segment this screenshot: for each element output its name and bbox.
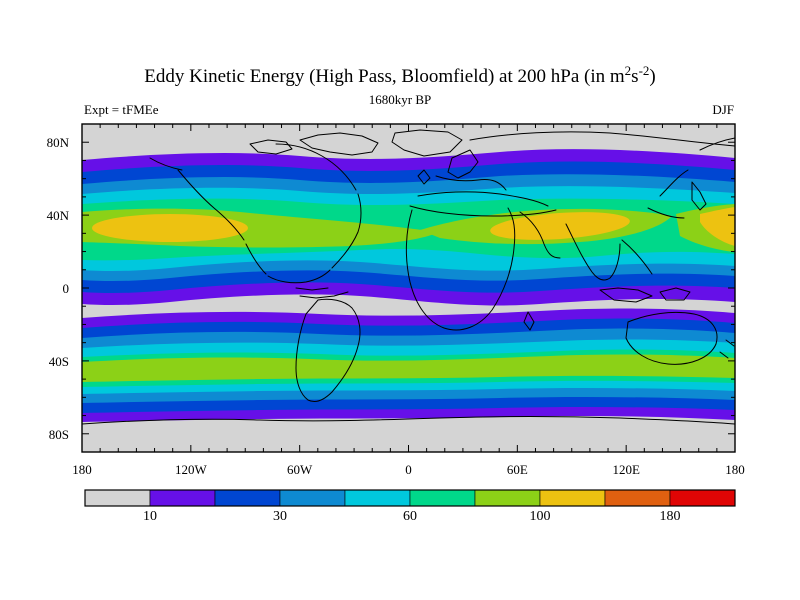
y-tick-label: 40N [47,208,70,223]
colorbar-segment-gray-below-10 [84,489,151,507]
contour-band-100-140-pacific [92,214,248,242]
x-tick-label: 180 [72,462,92,477]
axis-ticks [81,123,736,453]
colorbar-segment-orange-140-180 [604,489,671,507]
colorbar [84,489,736,507]
contour-band-100-140-wpacific [700,207,735,246]
colorbar-frame [84,489,736,507]
colorbar-tick-label: 60 [403,509,417,524]
colorbar-segment-yellow-green-80-100 [474,489,541,507]
subtitle: 1680kyr BP [369,92,431,107]
x-tick-label: 60E [507,462,528,477]
map-field [82,124,735,452]
x-tick-label: 120E [612,462,640,477]
experiment-label: Expt = tFMEe [84,102,159,117]
x-tick-label: 180 [725,462,745,477]
y-tick-label: 80N [47,135,70,150]
colorbar-tick-label: 100 [530,509,551,524]
coastlines [82,129,735,425]
y-axis-labels: 80N 40N 0 40S 80S [47,135,70,442]
x-tick-label: 0 [405,462,412,477]
season-label: DJF [712,102,734,117]
x-tick-label: 60W [287,462,313,477]
contour-band-100-140-atlantic [490,212,630,240]
x-tick-label: 120W [175,462,208,477]
y-tick-label: 80S [49,427,69,442]
x-axis-labels: 180 120W 60W 0 60E 120E 180 [72,462,745,477]
colorbar-labels: 10 30 60 100 180 [143,509,681,524]
colorbar-tick-label: 30 [273,509,287,524]
colorbar-segment-violet-10-20 [149,489,216,507]
colorbar-segment-medium-blue-30-45 [279,489,346,507]
colorbar-segment-red-above-180 [669,489,736,507]
y-tick-label: 40S [49,354,69,369]
colorbar-segment-blue-20-30 [214,489,281,507]
page-title: Eddy Kinetic Energy (High Pass, Bloomfie… [144,63,655,87]
y-tick-label: 0 [63,281,70,296]
colorbar-segment-spring-green-60-80 [409,489,476,507]
contour-band-80-100-sh [82,354,735,382]
colorbar-tick-label: 180 [660,509,681,524]
colorbar-segment-cyan-45-60 [344,489,411,507]
colorbar-tick-label: 10 [143,509,157,524]
colorbar-segment-gold-100-140 [539,489,606,507]
